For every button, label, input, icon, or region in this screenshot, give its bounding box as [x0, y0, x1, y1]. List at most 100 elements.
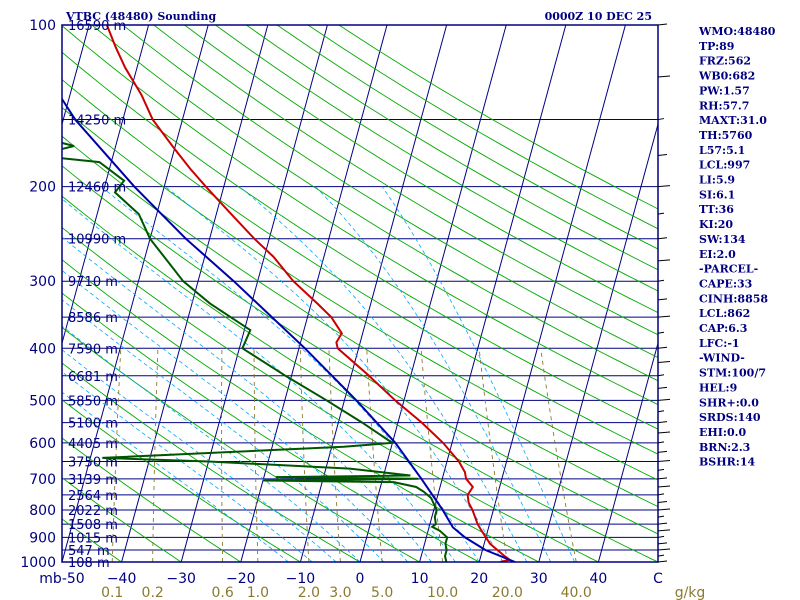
- dry-adiabat-line: [184, 25, 658, 314]
- wind-barb-staff: [657, 279, 665, 282]
- height-label: 1015 m: [68, 531, 118, 546]
- height-label: 6681 m: [68, 370, 118, 385]
- index-item: KI:20: [699, 218, 733, 231]
- isotherm-line: [240, 25, 388, 562]
- wind-barb-staff: [657, 468, 665, 471]
- wind-barb-staff: [657, 477, 668, 480]
- index-item: CAP:6.3: [699, 322, 747, 335]
- wind-barb-staff: [657, 560, 668, 563]
- moist-adiabat-line: [62, 325, 361, 562]
- temperature-tick-label: mb-50: [39, 571, 84, 587]
- wind-barb-staff: [657, 237, 668, 240]
- parcel-path-line: [62, 97, 516, 562]
- moist-adiabat-line: [381, 186, 575, 562]
- wind-barb-staff: [657, 154, 668, 157]
- wind-barb-staff: [657, 535, 665, 538]
- height-label: 547 m: [68, 544, 110, 559]
- wind-barb-staff: [657, 331, 665, 334]
- moist-adiabat-line: [62, 198, 456, 562]
- height-labels: 16590 m 14250 m 12460 m 10990 m 9710 m 8586 m…: [68, 19, 126, 571]
- dry-adiabat-line: [62, 135, 658, 508]
- wind-barb-staff: [657, 298, 668, 301]
- dry-adiabat-line: [62, 78, 658, 455]
- height-label: 5850 m: [68, 394, 118, 409]
- isotherm-line: [419, 25, 567, 562]
- moist-adiabat-line: [62, 236, 432, 562]
- height-label: 9710 m: [68, 275, 118, 290]
- wind-barb-staff: [657, 485, 671, 488]
- temperature-tick-label: −30: [166, 571, 196, 587]
- dry-adiabat-line: [153, 25, 658, 336]
- dry-adiabat-line: [246, 25, 658, 271]
- isotherm-line: [0, 25, 29, 562]
- wind-barb-staff: [657, 23, 668, 26]
- wind-barb-staff: [657, 386, 668, 389]
- height-label: 2564 m: [68, 489, 118, 504]
- index-item: -PARCEL-: [699, 263, 758, 276]
- temperature-profile-line: [105, 25, 512, 562]
- wind-barb-staff: [657, 212, 665, 215]
- station-title: VTBC (48480) Sounding: [65, 10, 216, 23]
- mixing-ratio-label: 40.0: [561, 585, 592, 600]
- wind-barb-staff: [657, 508, 671, 511]
- index-item: SHR+:0.0: [699, 396, 759, 409]
- index-item: RH:57.7: [699, 99, 749, 112]
- dry-adiabat-line: [62, 51, 658, 430]
- temperature-tick-label: −40: [107, 571, 137, 587]
- dry-adiabat-line: [62, 362, 361, 562]
- index-item: BSHR:14: [699, 456, 755, 469]
- moist-adiabat-line: [100, 186, 480, 562]
- wind-barb-staff: [657, 259, 671, 262]
- pressure-tick-label: 800: [29, 503, 56, 519]
- profiles: [62, 25, 516, 562]
- pressure-tick-label: 500: [29, 393, 56, 409]
- mixing-ratio-line: [478, 348, 508, 562]
- dry-adiabat-line: [91, 25, 658, 382]
- wind-barb-staff: [657, 75, 671, 78]
- dry-adiabat-line: [215, 25, 658, 292]
- mixing-ratio-label: 2.0: [298, 585, 320, 600]
- dry-adiabat-line: [62, 326, 421, 562]
- dry-adiabat-line: [62, 518, 123, 562]
- isotherm-line: [478, 25, 626, 562]
- dry-adiabat-line: [62, 226, 600, 562]
- moist-adiabat-line: [62, 269, 409, 562]
- mixing-ratio-label: 1.0: [247, 585, 269, 600]
- moist-adiabat-line: [165, 186, 504, 562]
- dry-adiabat-line: [62, 437, 242, 562]
- pressure-tick-label: 100: [29, 18, 56, 34]
- height-label: 3139 m: [68, 473, 118, 488]
- index-item: LI:5.9: [699, 174, 735, 187]
- temperature-tick-label: 10: [411, 571, 429, 587]
- index-item: SI:6.1: [699, 188, 735, 201]
- dry-adiabat-line: [62, 477, 183, 562]
- height-label: 12460 m: [68, 181, 126, 196]
- plot-frame: [61, 24, 659, 563]
- wind-barb-staff: [657, 522, 668, 525]
- dry-adiabat-line: [62, 106, 658, 481]
- index-item: LCL:997: [699, 159, 750, 172]
- dry-adiabat-line: [122, 25, 658, 359]
- index-item: WB0:682: [698, 70, 755, 83]
- wind-barb-staff: [657, 460, 671, 463]
- index-item: TT:36: [699, 203, 734, 216]
- height-label: 10990 m: [68, 233, 126, 248]
- index-item: TH:5760: [699, 129, 753, 142]
- pressure-tick-label: 1000: [20, 555, 56, 571]
- index-item: LFC:-1: [699, 337, 740, 350]
- wind-barb-staff: [657, 398, 671, 401]
- dry-adiabat-line: [62, 195, 658, 562]
- pressure-tick-label: 400: [29, 341, 56, 357]
- moist-adiabat-line: [62, 391, 289, 562]
- mixing-ratio-label: 0.1: [101, 585, 123, 600]
- index-item: CINH:8858: [699, 292, 768, 305]
- moist-adiabat-line: [62, 349, 337, 562]
- height-label: 2022 m: [68, 504, 118, 519]
- pressure-tick-label: 900: [29, 530, 56, 546]
- index-item: HEL:9: [699, 381, 737, 394]
- height-label: 3750 m: [68, 456, 118, 471]
- pressure-tick-label: 300: [29, 274, 56, 290]
- wind-barb-staff: [657, 493, 665, 496]
